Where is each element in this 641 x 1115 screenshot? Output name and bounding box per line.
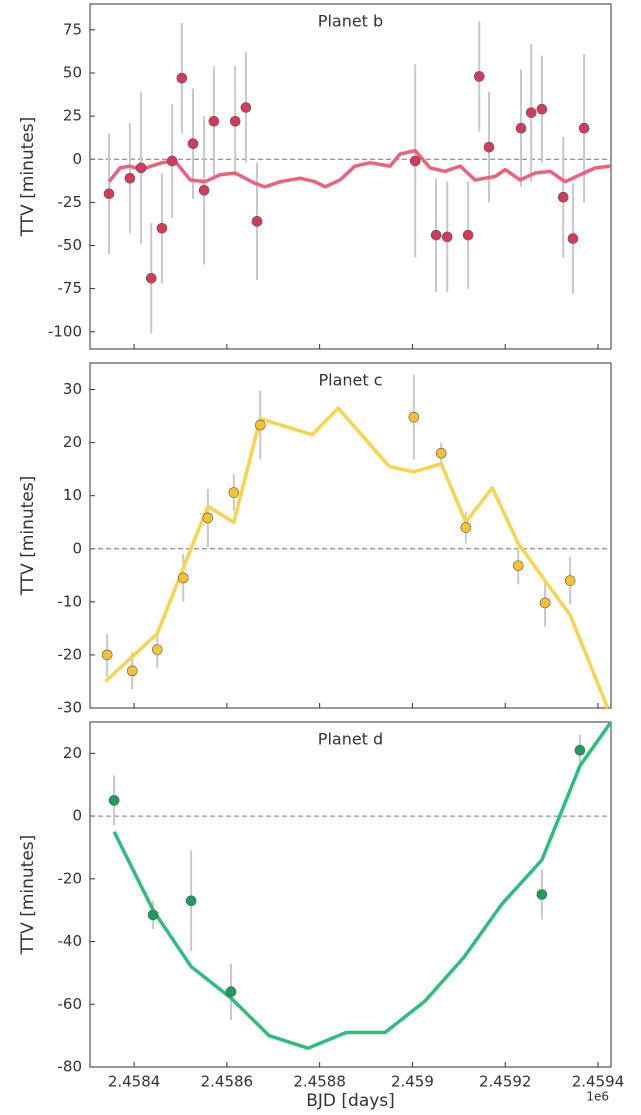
x-tick-label: 2.4586 (201, 1073, 254, 1091)
y-tick-label: 20 (63, 433, 82, 451)
data-point (512, 560, 524, 572)
data-point (108, 795, 120, 806)
data-point (408, 411, 420, 423)
y-tick-label: -20 (58, 869, 83, 887)
data-point (536, 889, 548, 900)
plot-area (89, 721, 612, 1068)
data-point (557, 191, 569, 203)
panel-title: Planet c (318, 371, 382, 390)
data-point (251, 216, 263, 227)
data-point (177, 572, 189, 584)
model-line (104, 406, 610, 709)
panel-title: Planet d (318, 730, 383, 749)
data-point (229, 116, 241, 127)
y-tick-label: 30 (63, 380, 82, 398)
y-tick-label: 0 (72, 807, 82, 825)
y-tick-label: -10 (58, 592, 83, 610)
data-point (187, 138, 199, 150)
data-point (483, 141, 495, 153)
y-tick-label: -50 (58, 236, 83, 254)
data-point (430, 229, 442, 241)
data-point (254, 419, 266, 431)
y-tick-label: -30 (58, 699, 83, 717)
data-point (151, 644, 163, 655)
data-point (135, 162, 147, 174)
x-tick-label: 2.4594 (572, 1073, 625, 1091)
data-point (202, 512, 214, 524)
x-axis-label: BJD [days] (306, 1091, 395, 1111)
y-tick-label: 20 (63, 744, 82, 762)
data-point (145, 272, 157, 284)
data-point (228, 487, 240, 498)
x-tick-label: 2.4584 (108, 1073, 161, 1091)
x-tick-label: 2.4592 (479, 1073, 532, 1091)
y-tick-label: 0 (72, 150, 82, 168)
y-tick-label: -20 (58, 645, 83, 663)
y-axis-label: TTV [minutes] (18, 476, 38, 597)
y-tick-label: 25 (63, 107, 82, 125)
y-tick-label: -100 (48, 322, 82, 340)
data-point (124, 172, 136, 184)
y-tick-label: 0 (72, 539, 82, 557)
y-tick-label: -80 (58, 1058, 83, 1076)
data-point (515, 122, 527, 134)
data-point (166, 155, 178, 167)
data-point (567, 233, 579, 244)
plot-area (89, 3, 612, 350)
data-point (176, 72, 188, 84)
data-point (198, 185, 210, 196)
x-tick-label: 2.459 (391, 1073, 434, 1091)
y-tick-label: -75 (58, 279, 83, 297)
y-tick-label: -40 (58, 932, 83, 950)
data-point (208, 116, 220, 127)
data-point (462, 229, 474, 241)
panel-title: Planet b (318, 12, 383, 31)
y-tick-label: -60 (58, 995, 83, 1013)
data-point (225, 986, 237, 998)
data-point (536, 103, 548, 115)
data-point (240, 102, 252, 113)
y-tick-label: 10 (63, 486, 82, 504)
data-point (409, 155, 421, 167)
data-point (156, 222, 168, 234)
y-axis-label: TTV [minutes] (18, 835, 38, 956)
data-point (574, 744, 586, 756)
y-tick-label: 50 (63, 64, 82, 82)
y-tick-label: -25 (58, 193, 83, 211)
model-line (112, 720, 613, 1050)
data-point (126, 665, 138, 677)
data-point (435, 447, 447, 459)
data-point (539, 597, 551, 609)
x-offset-label: 1e6 (586, 1090, 609, 1104)
plot-area (89, 362, 612, 709)
data-point (564, 575, 576, 586)
data-point (460, 522, 472, 533)
y-axis-label: TTV [minutes] (18, 117, 38, 238)
data-point (103, 188, 115, 200)
x-tick-label: 2.4588 (293, 1073, 346, 1091)
data-point (441, 231, 453, 243)
data-point (185, 895, 197, 907)
data-point (525, 107, 537, 118)
y-tick-label: 75 (63, 20, 82, 38)
data-point (147, 909, 159, 921)
data-point (101, 649, 113, 661)
data-point (578, 122, 590, 134)
data-point (473, 71, 485, 82)
